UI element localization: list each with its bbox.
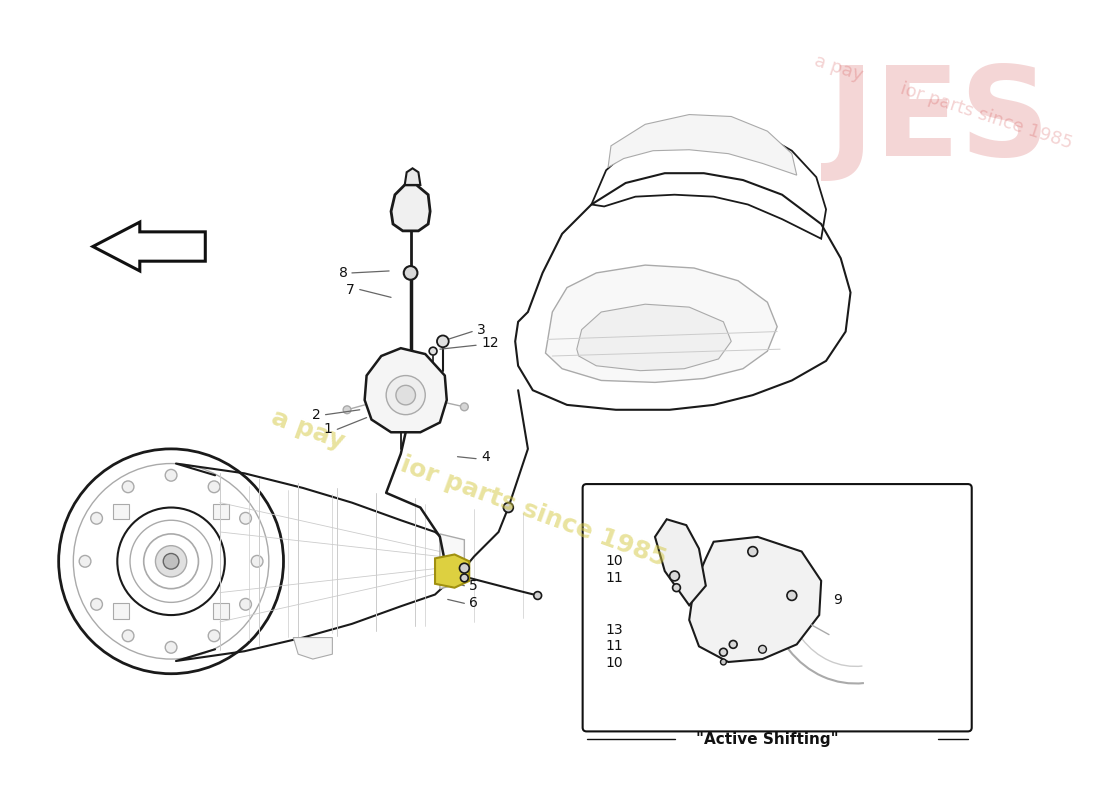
Polygon shape	[690, 537, 822, 662]
Circle shape	[786, 590, 796, 601]
Polygon shape	[434, 554, 470, 588]
Circle shape	[90, 513, 102, 524]
Text: 4: 4	[481, 450, 490, 464]
Text: a pay       ior parts since 1985: a pay ior parts since 1985	[812, 51, 1075, 152]
Circle shape	[163, 554, 179, 569]
Polygon shape	[294, 638, 332, 659]
Text: 5: 5	[470, 578, 478, 593]
Circle shape	[729, 641, 737, 648]
Polygon shape	[390, 185, 430, 231]
Text: 6: 6	[470, 596, 478, 610]
Circle shape	[759, 646, 767, 653]
Text: "Active Shifting": "Active Shifting"	[696, 732, 838, 746]
Circle shape	[720, 659, 726, 665]
Circle shape	[90, 598, 102, 610]
Circle shape	[208, 630, 220, 642]
Circle shape	[155, 546, 187, 577]
Polygon shape	[405, 168, 420, 185]
Circle shape	[437, 335, 449, 347]
Text: 1: 1	[323, 422, 332, 436]
Text: 10: 10	[605, 656, 623, 670]
Circle shape	[534, 592, 541, 599]
Polygon shape	[364, 348, 447, 432]
Text: 12: 12	[481, 336, 498, 350]
Circle shape	[719, 648, 727, 656]
Circle shape	[240, 513, 252, 524]
Text: 11: 11	[605, 571, 623, 585]
Circle shape	[396, 386, 416, 405]
Circle shape	[672, 584, 681, 592]
Polygon shape	[546, 265, 778, 382]
Polygon shape	[113, 603, 129, 619]
Circle shape	[504, 502, 514, 513]
Polygon shape	[213, 603, 229, 619]
Polygon shape	[576, 304, 732, 370]
Circle shape	[748, 546, 758, 557]
Circle shape	[122, 481, 134, 493]
Text: 8: 8	[339, 266, 348, 280]
Circle shape	[165, 642, 177, 653]
Circle shape	[670, 571, 680, 581]
Text: 9: 9	[833, 594, 842, 607]
Text: 7: 7	[346, 282, 355, 297]
Circle shape	[208, 481, 220, 493]
Circle shape	[460, 563, 470, 573]
Circle shape	[79, 555, 91, 567]
Text: a pay       ior parts since 1985: a pay ior parts since 1985	[268, 405, 670, 571]
Polygon shape	[213, 504, 229, 519]
Text: 11: 11	[605, 639, 623, 654]
Circle shape	[122, 630, 134, 642]
Text: 3: 3	[477, 322, 486, 337]
FancyBboxPatch shape	[583, 484, 971, 731]
Circle shape	[386, 375, 426, 414]
Text: 13: 13	[605, 622, 623, 637]
Circle shape	[343, 406, 351, 414]
Polygon shape	[92, 222, 206, 271]
Circle shape	[404, 266, 417, 280]
Circle shape	[429, 347, 437, 355]
Circle shape	[251, 555, 263, 567]
Polygon shape	[440, 534, 464, 589]
Polygon shape	[608, 114, 796, 175]
Text: JES: JES	[827, 61, 1049, 182]
Circle shape	[461, 574, 469, 582]
Text: 2: 2	[312, 408, 320, 422]
Polygon shape	[113, 504, 129, 519]
Polygon shape	[654, 519, 706, 606]
Text: 10: 10	[605, 554, 623, 568]
Circle shape	[240, 598, 252, 610]
Circle shape	[165, 470, 177, 481]
Circle shape	[461, 403, 469, 410]
